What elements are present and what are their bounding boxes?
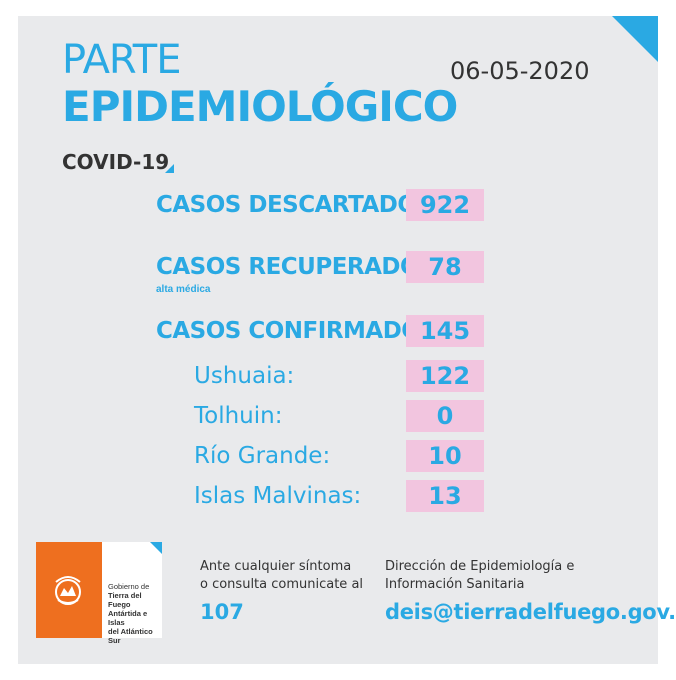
confirmados-label: CASOS CONFIRMADOS: bbox=[156, 318, 446, 344]
logo-white-panel bbox=[102, 542, 162, 638]
government-logo: Gobierno de Tierra del Fuego Antártida e… bbox=[36, 542, 162, 645]
location-label-islas-malvinas: Islas Malvinas: bbox=[194, 483, 362, 509]
folded-corner-icon bbox=[612, 16, 658, 62]
report-date: 06-05-2020 bbox=[450, 57, 590, 85]
location-label-rio-grande: Río Grande: bbox=[194, 443, 331, 469]
gov-text-line2: Tierra del Fuego bbox=[108, 591, 142, 609]
provincial-seal-icon bbox=[55, 576, 81, 605]
triangle-mark-icon bbox=[165, 164, 174, 173]
location-value-tolhuin: 0 bbox=[406, 400, 484, 432]
location-value-islas-malvinas: 13 bbox=[406, 480, 484, 512]
page-title-line2: EPIDEMIOLÓGICO bbox=[62, 82, 458, 131]
logo-orange-panel bbox=[36, 542, 102, 638]
descartados-label: CASOS DESCARTADOS: bbox=[156, 192, 442, 218]
department-name-line2: Información Sanitaria bbox=[385, 577, 525, 592]
page-title-line1: PARTE bbox=[62, 37, 182, 83]
recuperados-label: CASOS RECUPERADOS: bbox=[156, 254, 444, 280]
recuperados-value: 78 bbox=[406, 251, 484, 283]
government-name: Gobierno de Tierra del Fuego Antártida e… bbox=[108, 582, 162, 645]
gov-text-line3: Antártida e Islas bbox=[108, 609, 148, 627]
subtitle: COVID-19 bbox=[62, 150, 170, 174]
location-value-rio-grande: 10 bbox=[406, 440, 484, 472]
confirmados-value: 145 bbox=[406, 315, 484, 347]
location-value-ushuaia: 122 bbox=[406, 360, 484, 392]
help-text-line2: o consulta comunicate al bbox=[200, 577, 364, 592]
folded-corner-icon bbox=[150, 542, 162, 554]
help-phone-number[interactable]: 107 bbox=[200, 600, 244, 624]
location-label-ushuaia: Ushuaia: bbox=[194, 363, 295, 389]
contact-email-link[interactable]: deis@tierradelfuego.gov.ar bbox=[385, 600, 676, 624]
help-text-line1: Ante cualquier síntoma bbox=[200, 559, 352, 574]
department-name-line1: Dirección de Epidemiología e bbox=[385, 559, 575, 574]
recuperados-note: alta médica bbox=[156, 284, 211, 295]
descartados-value: 922 bbox=[406, 189, 484, 221]
gov-text-line1: Gobierno de bbox=[108, 582, 150, 591]
gov-text-line4: del Atlántico Sur bbox=[108, 627, 153, 645]
location-label-tolhuin: Tolhuin: bbox=[194, 403, 283, 429]
